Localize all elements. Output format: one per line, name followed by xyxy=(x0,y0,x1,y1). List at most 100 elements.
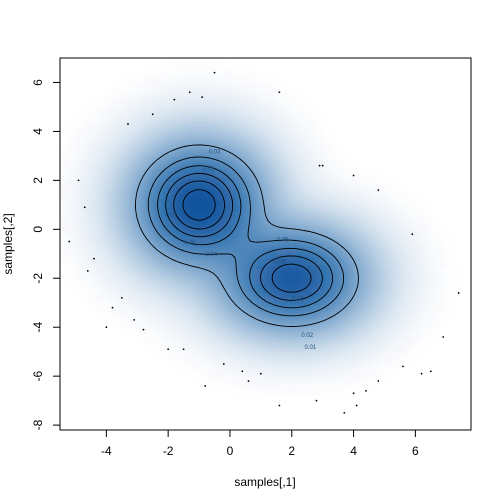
density-cell xyxy=(157,113,169,123)
density-cell xyxy=(287,147,299,157)
density-cell xyxy=(233,335,245,345)
density-cell xyxy=(319,224,331,234)
density-cell xyxy=(352,327,364,337)
density-cell xyxy=(244,370,255,379)
density-cell xyxy=(60,216,71,225)
density-cell xyxy=(287,215,299,226)
density-cell xyxy=(308,267,321,277)
density-cell xyxy=(254,318,267,328)
density-cell xyxy=(114,292,126,303)
density-cell xyxy=(211,327,223,337)
density-cell xyxy=(297,258,310,268)
density-cell xyxy=(308,335,321,345)
density-cell xyxy=(362,284,375,294)
y-tick-label: -6 xyxy=(31,370,45,381)
density-cell xyxy=(189,130,202,140)
density-cell xyxy=(189,87,202,97)
density-cell xyxy=(233,301,245,311)
density-cell xyxy=(384,301,396,311)
density-cell xyxy=(384,267,396,277)
density-cell xyxy=(243,181,256,191)
density-cell xyxy=(428,250,439,259)
density-cell xyxy=(124,250,137,260)
density-cell xyxy=(373,292,386,303)
density-cell xyxy=(308,181,321,191)
density-cell xyxy=(146,241,158,251)
density-cell xyxy=(222,87,234,97)
density-cell xyxy=(71,250,82,259)
density-cell xyxy=(168,275,180,285)
density-cell xyxy=(297,173,310,183)
density-cell xyxy=(233,361,245,371)
density-cell xyxy=(265,241,277,251)
outlier-point xyxy=(278,404,281,407)
density-cell xyxy=(92,138,104,148)
density-cell xyxy=(168,336,179,345)
density-cell xyxy=(254,232,267,243)
density-cell xyxy=(103,113,114,122)
density-cell xyxy=(179,353,190,362)
density-cell xyxy=(81,207,94,217)
density-cell xyxy=(276,335,288,345)
density-cell xyxy=(168,155,180,166)
density-cell xyxy=(135,190,148,200)
density-cell xyxy=(103,164,115,174)
density-cell xyxy=(222,318,234,328)
density-cell xyxy=(157,241,169,251)
density-cell xyxy=(82,130,93,139)
density-cell xyxy=(124,104,137,114)
density-cell xyxy=(189,113,202,123)
density-cell xyxy=(308,190,321,200)
density-cell xyxy=(341,215,353,226)
density-cell xyxy=(319,250,331,260)
density-cell xyxy=(211,87,223,97)
density-cell xyxy=(308,232,321,243)
density-cell xyxy=(211,181,223,191)
density-cell xyxy=(200,113,213,123)
density-cell xyxy=(124,173,137,183)
density-cell xyxy=(319,267,331,277)
density-cell xyxy=(189,318,202,328)
density-cell xyxy=(147,327,158,336)
density-cell xyxy=(265,155,277,166)
density-cell xyxy=(103,232,115,243)
density-cell xyxy=(265,370,277,380)
density-cell xyxy=(233,173,245,183)
density-cell xyxy=(416,292,429,303)
density-cell xyxy=(287,301,299,311)
density-cell xyxy=(341,301,353,311)
density-cell xyxy=(341,224,353,234)
density-cell xyxy=(178,318,191,328)
contour-line xyxy=(135,144,359,327)
density-cell xyxy=(222,215,234,226)
density-cell xyxy=(233,327,245,337)
outlier-point xyxy=(247,380,250,382)
density-cell xyxy=(92,130,104,140)
density-cell xyxy=(211,292,223,303)
density-cell xyxy=(341,258,353,268)
density-cell xyxy=(243,173,256,183)
density-cell xyxy=(81,232,94,243)
density-cell xyxy=(189,258,202,268)
density-cell xyxy=(135,147,148,157)
density-cell xyxy=(352,215,364,226)
density-cell xyxy=(352,232,364,243)
density-cell xyxy=(297,344,310,354)
density-cell xyxy=(222,301,234,311)
density-cell xyxy=(157,301,169,311)
density-cell xyxy=(157,173,169,183)
density-cell xyxy=(60,182,71,191)
density-cell xyxy=(190,79,201,88)
density-cell xyxy=(114,250,126,260)
outlier-point xyxy=(442,336,445,338)
density-cell xyxy=(222,310,234,320)
density-cell xyxy=(157,95,169,106)
density-cell xyxy=(168,104,180,114)
density-cell xyxy=(70,173,83,183)
outlier-point xyxy=(457,292,460,294)
y-axis-title: samples[,2] xyxy=(1,213,15,274)
density-cell xyxy=(416,267,429,277)
density-cell xyxy=(362,267,375,277)
density-cell xyxy=(222,164,234,174)
density-cell xyxy=(395,284,407,294)
